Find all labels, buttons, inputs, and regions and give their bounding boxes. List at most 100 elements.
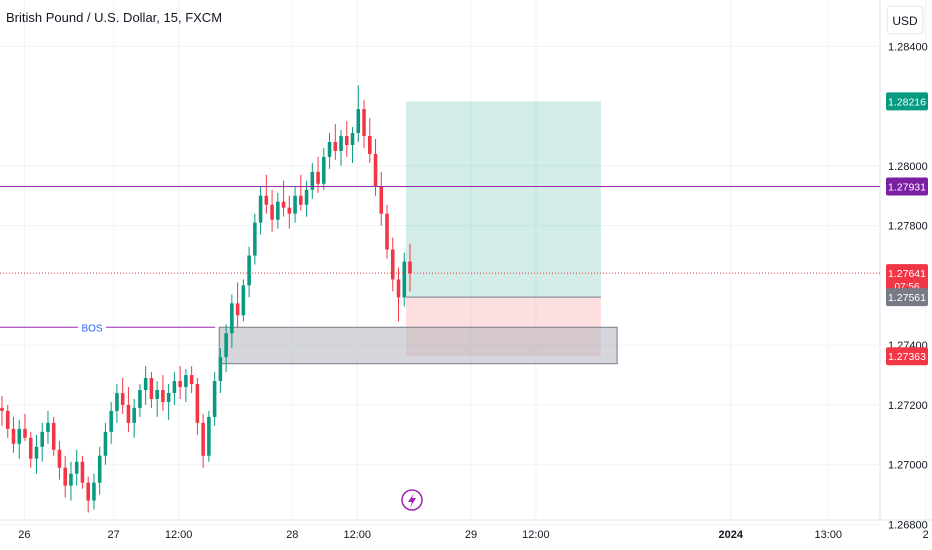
candle-body[interactable] (109, 410, 113, 432)
candle-body[interactable] (143, 378, 148, 391)
candle-body[interactable] (218, 357, 223, 382)
candle-body[interactable] (138, 390, 142, 408)
candle-body[interactable] (264, 195, 269, 205)
currency-label: USD (892, 14, 918, 28)
candle-body[interactable] (189, 375, 194, 385)
price-label-badge (886, 92, 928, 111)
currency-button[interactable]: USD (886, 5, 924, 35)
candle-body[interactable] (132, 407, 136, 423)
candle-body[interactable] (57, 449, 62, 468)
candle-body[interactable] (287, 207, 292, 214)
candle-body[interactable] (247, 255, 251, 286)
price-tick-label: 1.28400 (888, 41, 928, 53)
candle-body[interactable] (166, 393, 171, 402)
candle-body[interactable] (17, 428, 22, 444)
time-tick-label: 2024 (719, 529, 744, 541)
candle-body[interactable] (299, 195, 303, 205)
candle-body[interactable] (270, 204, 274, 220)
candle-body[interactable] (69, 473, 73, 486)
candle-body[interactable] (74, 461, 79, 474)
candle-body[interactable] (0, 407, 4, 411)
price-label-text: 1.27363 (888, 351, 926, 363)
candle-body[interactable] (367, 136, 372, 154)
candle-body[interactable] (253, 222, 257, 256)
candle-body[interactable] (373, 153, 378, 187)
time-tick-label: 27 (108, 529, 120, 541)
candle-body[interactable] (172, 381, 177, 393)
time-tick-label: 29 (465, 529, 477, 541)
candle-body[interactable] (5, 410, 10, 429)
candle-body[interactable] (402, 261, 407, 298)
candle-body[interactable] (230, 303, 234, 334)
candle-body[interactable] (80, 461, 85, 483)
candle-body[interactable] (23, 428, 27, 438)
candle-body[interactable] (385, 213, 389, 250)
candle-body[interactable] (390, 249, 395, 280)
candle-body[interactable] (126, 404, 131, 423)
price-label-text: 1.27561 (888, 292, 926, 304)
price-tick-label: 1.27000 (888, 460, 928, 472)
candle-body[interactable] (339, 136, 343, 151)
candle-body[interactable] (379, 186, 384, 214)
candle-body[interactable] (362, 109, 366, 137)
candle-body[interactable] (333, 141, 338, 151)
price-tick-label: 1.26800 (888, 519, 928, 531)
price-axis[interactable]: 1.284001.280001.278001.274001.272001.270… (888, 41, 928, 531)
candle-body[interactable] (293, 195, 297, 214)
demand-zone-rectangle[interactable] (218, 326, 618, 365)
candle-body[interactable] (46, 422, 50, 432)
candle-body[interactable] (149, 378, 154, 399)
candle-body[interactable] (235, 303, 240, 316)
price-label-text: 1.27641 (888, 268, 926, 280)
price-label-badge (886, 177, 928, 196)
candle-body[interactable] (258, 195, 263, 223)
candle-body[interactable] (276, 201, 280, 220)
price-label-badge (886, 264, 928, 295)
candle-body[interactable] (28, 437, 33, 459)
candle-body[interactable] (92, 482, 96, 501)
candle-body[interactable] (103, 431, 108, 456)
horizontal-lines: BOS (0, 186, 880, 334)
candle-body[interactable] (195, 384, 200, 423)
candle-body[interactable] (281, 201, 286, 208)
candle-body[interactable] (51, 422, 56, 450)
lightning-icon[interactable] (401, 489, 423, 511)
long-position-target-zone[interactable] (406, 101, 601, 298)
candle-body[interactable] (40, 431, 45, 447)
candle-body[interactable] (224, 333, 228, 358)
candle-body[interactable] (350, 133, 355, 145)
candle-body[interactable] (34, 446, 39, 459)
candle-body[interactable] (396, 279, 401, 298)
bar-countdown-text: 07:56 (894, 282, 919, 293)
candle-body[interactable] (207, 416, 211, 456)
candles-layer[interactable] (0, 85, 412, 513)
candle-body[interactable] (184, 375, 188, 388)
candle-body[interactable] (345, 136, 349, 145)
price-labels: 1.28216 1.27931 1.27641 07:561.27561 1.27363 (886, 92, 928, 366)
price-label-text: 1.28216 (888, 96, 926, 108)
candle-body[interactable] (63, 467, 67, 486)
candle-body[interactable] (327, 141, 332, 157)
time-tick-label: 12:00 (522, 529, 550, 541)
candle-body[interactable] (356, 109, 361, 134)
candle-body[interactable] (212, 381, 217, 417)
candle-body[interactable] (155, 390, 159, 399)
candle-body[interactable] (178, 381, 182, 388)
candle-body[interactable] (408, 261, 412, 274)
candle-body[interactable] (161, 390, 165, 402)
candle-body[interactable] (11, 428, 16, 444)
candle-body[interactable] (86, 482, 90, 501)
candle-body[interactable] (115, 393, 119, 411)
price-tick-label: 1.27200 (888, 400, 928, 412)
candle-body[interactable] (322, 156, 326, 184)
candle-body[interactable] (304, 189, 309, 205)
candle-body[interactable] (120, 393, 125, 405)
candle-body[interactable] (241, 285, 246, 316)
candle-body[interactable] (201, 422, 205, 456)
candle-body[interactable] (97, 455, 102, 483)
candle-body[interactable] (310, 171, 315, 190)
candle-body[interactable] (316, 171, 320, 184)
bos-label: BOS (81, 323, 102, 334)
